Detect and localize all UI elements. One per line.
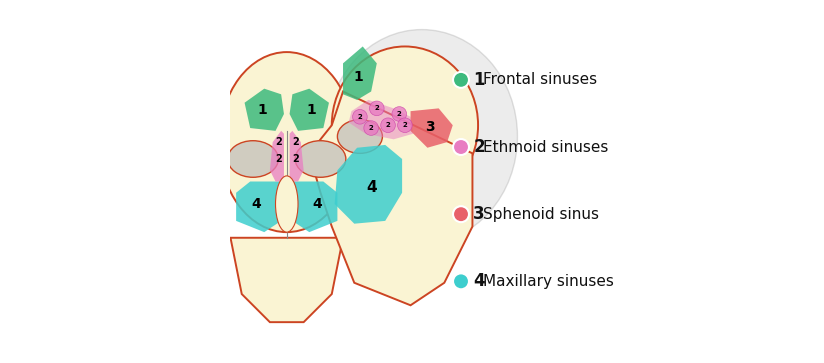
Ellipse shape [219,52,354,232]
Polygon shape [245,89,284,131]
Text: 4: 4 [251,197,260,211]
Ellipse shape [209,153,223,187]
Text: 2: 2 [292,154,298,164]
Text: 3: 3 [425,120,435,134]
Text: 2: 2 [403,122,407,128]
Polygon shape [270,131,284,182]
Circle shape [353,110,368,124]
Circle shape [453,206,469,222]
Circle shape [364,121,378,135]
Text: 4: 4 [313,197,322,211]
Text: 2: 2 [358,114,363,120]
Ellipse shape [337,120,382,153]
Circle shape [398,118,412,132]
Ellipse shape [350,153,364,187]
Text: 4: 4 [473,272,485,290]
Text: Ethmoid sinuses: Ethmoid sinuses [483,139,608,155]
Text: Sphenoid sinus: Sphenoid sinus [483,207,599,222]
Polygon shape [335,145,402,224]
Text: 2: 2 [473,138,485,156]
Ellipse shape [326,29,517,243]
Polygon shape [293,182,337,232]
Text: 1: 1 [306,103,316,117]
Text: Maxillary sinuses: Maxillary sinuses [483,274,614,289]
Polygon shape [309,91,472,305]
Circle shape [392,107,406,121]
Text: 2: 2 [275,137,282,147]
Polygon shape [289,131,304,182]
Circle shape [453,139,469,155]
Polygon shape [349,100,414,139]
Text: 2: 2 [386,122,391,128]
Circle shape [453,72,469,88]
Text: 2: 2 [275,154,282,164]
Circle shape [369,101,384,116]
Ellipse shape [332,46,478,204]
Text: Frontal sinuses: Frontal sinuses [483,72,597,87]
Text: 3: 3 [473,205,485,223]
Text: 1: 1 [473,71,485,89]
Polygon shape [231,238,343,322]
Ellipse shape [275,176,298,232]
Polygon shape [343,46,377,100]
Text: 4: 4 [366,180,377,195]
Text: 2: 2 [374,105,379,111]
Text: 1: 1 [354,70,363,85]
Ellipse shape [227,141,279,177]
Circle shape [453,273,469,289]
Circle shape [381,118,396,132]
Text: 1: 1 [258,103,268,117]
Polygon shape [289,89,329,131]
Text: 2: 2 [292,137,298,147]
Polygon shape [236,182,281,232]
Text: 2: 2 [397,111,401,117]
Text: 2: 2 [369,125,373,131]
Polygon shape [410,108,452,148]
Ellipse shape [295,141,346,177]
